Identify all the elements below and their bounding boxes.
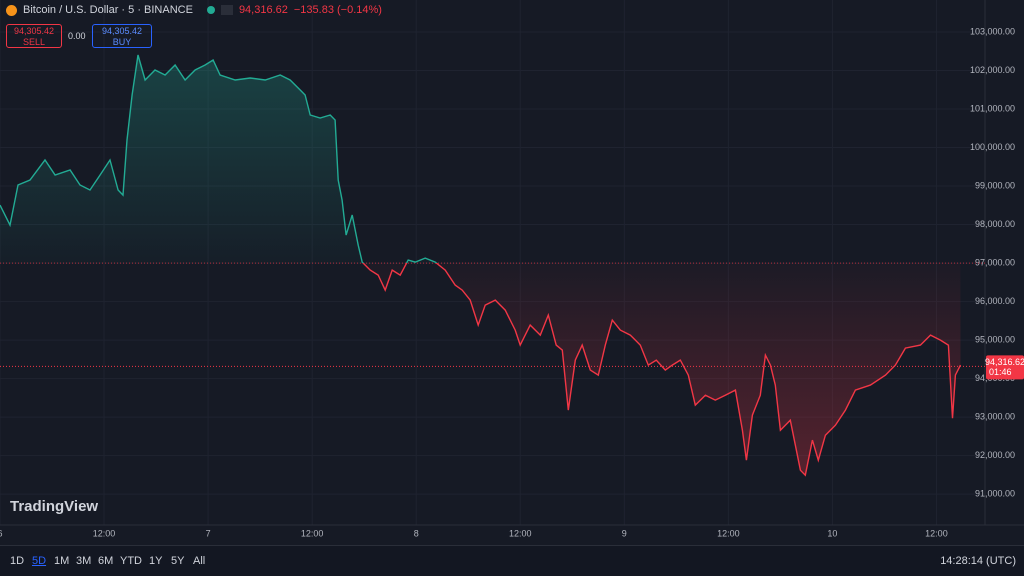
y-tick-label: 102,000.00 (970, 65, 1015, 75)
status-dot (206, 6, 215, 14)
sell-button[interactable]: 94,305.42 SELL (6, 24, 62, 48)
y-tick-label: 100,000.00 (970, 142, 1015, 152)
y-tick-label: 103,000.00 (970, 26, 1015, 36)
y-tick-label: 97,000.00 (975, 257, 1015, 267)
range-button[interactable]: 6M (98, 555, 114, 567)
range-button[interactable]: YTD (120, 555, 142, 567)
buy-button[interactable]: 94,305.42 BUY (92, 24, 152, 48)
x-tick-label: 12:00 (301, 528, 324, 538)
x-tick-label: 12:00 (509, 528, 532, 538)
sell-price: 94,305.42 (13, 26, 55, 36)
y-tick-label: 95,000.00 (975, 334, 1015, 344)
symbol-title[interactable]: Bitcoin / U.S. Dollar · 5 · BINANCE (23, 4, 193, 16)
last-price-label: 94,316.62 (985, 357, 1024, 367)
y-tick-label: 99,000.00 (975, 180, 1015, 190)
y-tick-label: 98,000.00 (975, 219, 1015, 229)
baseline-area (0, 55, 961, 476)
spread: 0.00 (68, 31, 86, 41)
x-tick-label: 12:00 (93, 528, 116, 538)
buy-price: 94,305.42 (101, 26, 143, 36)
y-tick-label: 91,000.00 (975, 489, 1015, 499)
range-button[interactable]: 1Y (149, 555, 163, 567)
price-line (0, 54, 962, 477)
x-tick-label: 12:00 (717, 528, 740, 538)
logo[interactable]: TradingView (10, 498, 99, 515)
last-price-tag (986, 355, 1024, 380)
chart: 91,000.0092,000.0093,000.0094,000.0095,0… (0, 0, 1024, 539)
x-tick-label: 9 (622, 528, 627, 538)
y-tick-label: 96,000.00 (975, 296, 1015, 306)
buy-label: BUY (112, 37, 132, 47)
bottom-toolbar: 14:28:14 (UTC) 1D 5D 1M 3M 6M YTD 1Y 5Y All (0, 545, 1024, 576)
countdown: 01:46 (989, 367, 1012, 377)
price-change: −135.83 (−0.14%) (293, 4, 382, 16)
x-tick-label: 12:00 (925, 528, 948, 538)
range-button[interactable]: 3M (76, 555, 92, 567)
y-tick-label: 93,000.00 (975, 412, 1015, 422)
range-button[interactable]: 5Y (171, 555, 185, 567)
indicator-icon[interactable] (220, 5, 233, 15)
x-tick-label: 7 (206, 528, 211, 538)
x-tick-label: 6 (0, 528, 3, 538)
symbol-header: Bitcoin / U.S. Dollar · 5 · BINANCE 94,3… (6, 4, 382, 16)
range-button[interactable]: All (193, 555, 206, 567)
range-button[interactable]: 1M (54, 555, 70, 567)
clock: 14:28:14 (UTC) (940, 555, 1016, 567)
y-tick-label: 92,000.00 (975, 450, 1015, 460)
last-price: 94,316.62 (238, 4, 288, 16)
btc-icon (6, 4, 17, 16)
range-button[interactable]: 5D (32, 555, 47, 567)
y-tick-label: 101,000.00 (970, 103, 1015, 113)
sell-label: SELL (22, 37, 46, 47)
x-tick-label: 8 (414, 528, 419, 538)
x-tick-label: 10 (827, 528, 837, 538)
range-button[interactable]: 1D (10, 555, 25, 567)
